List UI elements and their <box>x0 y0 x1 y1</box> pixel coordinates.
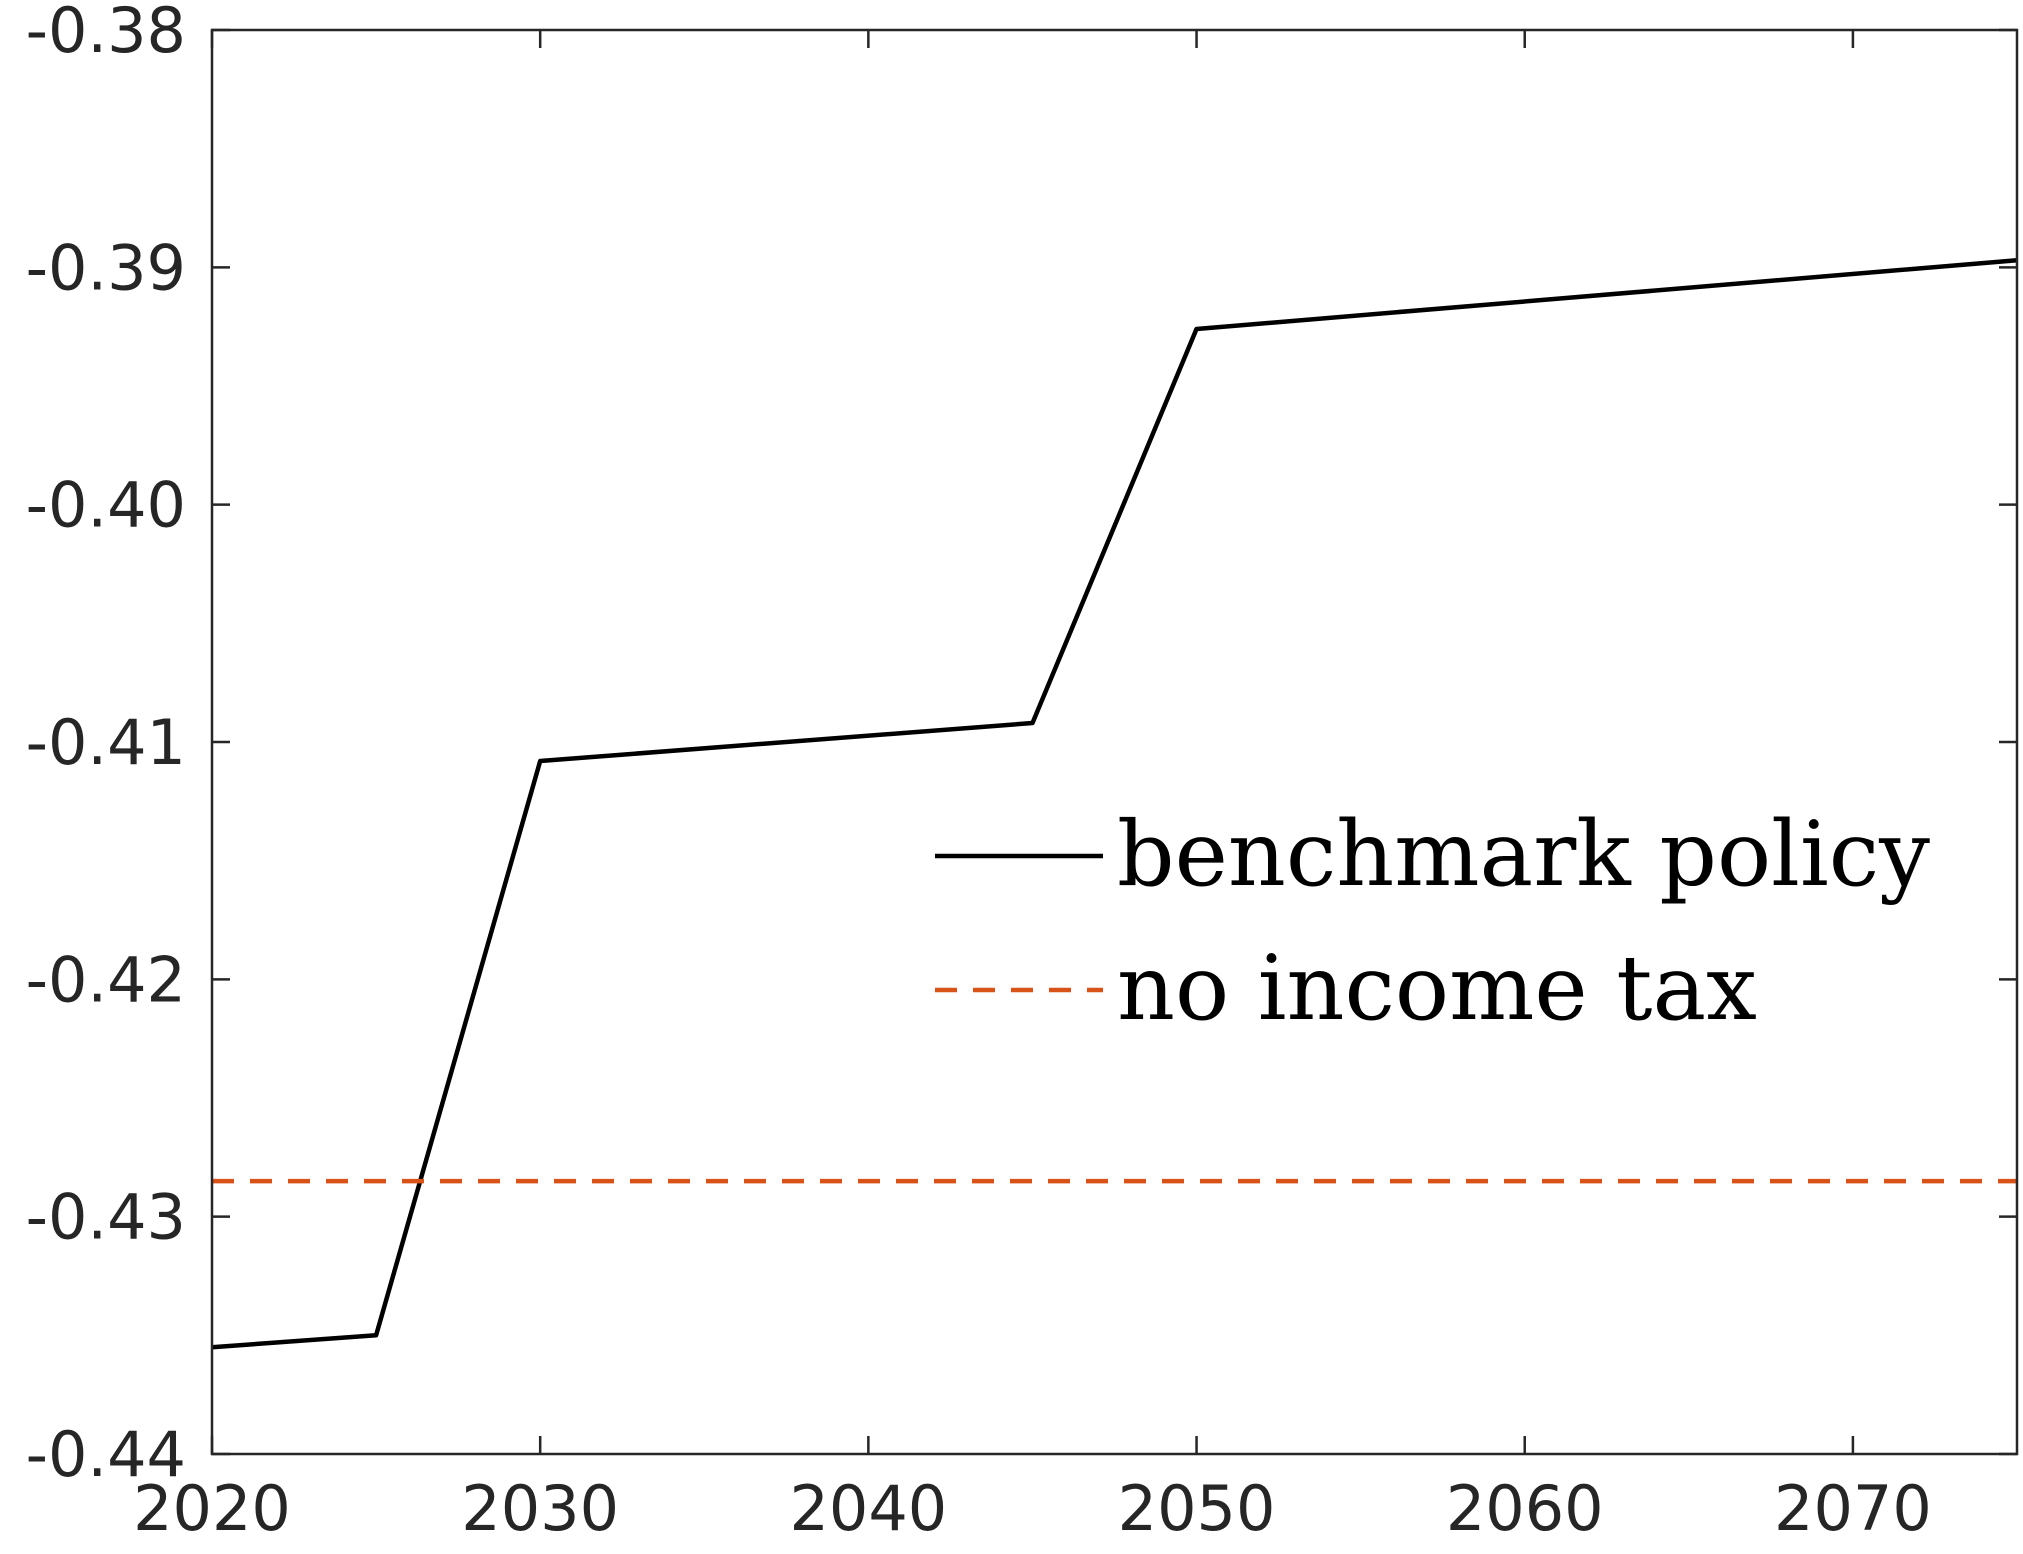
legend-label-benchmark-policy: benchmark policy <box>1117 802 1930 907</box>
y-tick-label: -0.40 <box>26 469 186 542</box>
series-line-0 <box>211 257 2018 1350</box>
y-tick-label: -0.44 <box>26 1418 186 1491</box>
x-tick-label: 2050 <box>1118 1472 1276 1545</box>
legend: benchmark policy no income tax <box>935 802 1930 1041</box>
x-tick-label: 2070 <box>1774 1472 1932 1545</box>
plot-frame <box>210 28 2019 1456</box>
y-tick-label: -0.38 <box>26 0 186 67</box>
x-tick-label: 2020 <box>133 1472 291 1545</box>
y-tick-label: -0.43 <box>26 1181 186 1254</box>
x-tick-label: 2030 <box>461 1472 619 1545</box>
tick-labels: 2020 2030 2040 2050 2060 2070 -0.38 -0.39 -0.40 -… <box>26 0 1932 1545</box>
series-layer <box>211 257 2018 1350</box>
x-tick-label: 2060 <box>1446 1472 1604 1545</box>
y-tick-label: -0.39 <box>26 231 186 304</box>
y-tick-label: -0.42 <box>26 943 186 1016</box>
x-tick-label: 2040 <box>789 1472 947 1545</box>
legend-label-no-income-tax: no income tax <box>1117 936 1757 1041</box>
y-tick-label: -0.41 <box>26 706 186 779</box>
